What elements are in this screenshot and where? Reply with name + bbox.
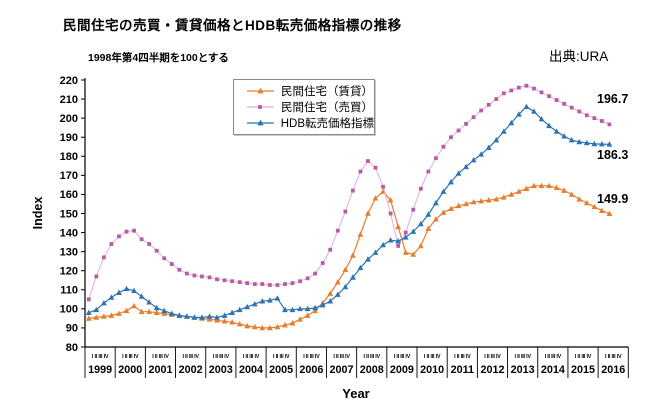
- svg-text:2011: 2011: [451, 364, 474, 376]
- svg-text:I II III IV: I II III IV: [575, 354, 592, 360]
- svg-text:160: 160: [60, 189, 78, 201]
- x-axis-ticks: I II III IV 1999 I II III IV 2000 I II III I…: [84, 347, 629, 378]
- legend-label-hdb: HDB転売価格指標: [280, 118, 374, 130]
- svg-text:80: 80: [66, 342, 78, 354]
- svg-text:2007: 2007: [330, 364, 354, 376]
- svg-text:200: 200: [60, 113, 78, 125]
- svg-text:2013: 2013: [511, 364, 535, 376]
- svg-text:220: 220: [60, 75, 78, 87]
- series-2: [85, 103, 613, 320]
- svg-text:I II III IV: I II III IV: [152, 354, 169, 360]
- hdb-series-marker-icon: [247, 119, 274, 126]
- legend-label-sale: 民間住宅（売買）: [281, 102, 373, 114]
- svg-text:2003: 2003: [209, 364, 233, 376]
- chart-subtitle: 1998年第4四半期を100とする: [88, 52, 229, 64]
- hdb-end-value-label: 186.3: [597, 148, 629, 162]
- svg-text:2000: 2000: [118, 364, 142, 376]
- svg-text:I II III IV: I II III IV: [333, 354, 350, 360]
- x-axis-title: Year: [342, 386, 370, 401]
- svg-text:90: 90: [66, 323, 78, 335]
- svg-text:170: 170: [60, 170, 78, 182]
- svg-text:2010: 2010: [420, 364, 444, 376]
- svg-text:2008: 2008: [360, 364, 384, 376]
- svg-text:150: 150: [60, 208, 78, 220]
- svg-text:130: 130: [60, 246, 78, 258]
- legend-item-sale: 民間住宅（売買）: [247, 100, 374, 115]
- svg-text:I II III IV: I II III IV: [213, 354, 230, 360]
- svg-text:2014: 2014: [541, 364, 565, 376]
- svg-text:I II III IV: I II III IV: [122, 354, 139, 360]
- legend-box: 民間住宅（賃貸） 民間住宅（売買） HDB転売価格指標: [233, 79, 375, 135]
- svg-text:I II III IV: I II III IV: [545, 354, 562, 360]
- svg-text:140: 140: [60, 227, 78, 239]
- sale-end-value-label: 196.7: [597, 92, 629, 106]
- svg-text:1999: 1999: [88, 364, 112, 376]
- svg-text:I II III IV: I II III IV: [182, 354, 199, 360]
- legend-item-rental: 民間住宅（賃貸）: [247, 84, 374, 99]
- svg-text:2001: 2001: [148, 364, 172, 376]
- svg-text:I II III IV: I II III IV: [243, 354, 260, 360]
- svg-text:I II III IV: I II III IV: [394, 354, 411, 360]
- svg-text:2015: 2015: [571, 364, 595, 376]
- svg-text:I II III IV: I II III IV: [303, 354, 320, 360]
- legend-label-rental: 民間住宅（賃貸）: [281, 86, 373, 98]
- svg-text:2006: 2006: [299, 364, 323, 376]
- svg-text:2004: 2004: [239, 364, 263, 376]
- rental-series-marker-icon: [247, 87, 274, 94]
- svg-text:2009: 2009: [390, 364, 414, 376]
- sale-series-marker-icon: [247, 105, 274, 109]
- svg-text:2005: 2005: [269, 364, 293, 376]
- svg-text:I II III IV: I II III IV: [92, 354, 109, 360]
- svg-text:2016: 2016: [601, 364, 625, 376]
- svg-text:2002: 2002: [179, 364, 203, 376]
- svg-text:190: 190: [60, 132, 78, 144]
- svg-text:I II III IV: I II III IV: [454, 354, 471, 360]
- svg-text:110: 110: [60, 285, 78, 297]
- svg-text:120: 120: [60, 266, 78, 278]
- svg-text:210: 210: [60, 94, 78, 106]
- svg-text:2012: 2012: [480, 364, 504, 376]
- chart-title: 民間住宅の売買・賃貸価格とHDB転売価格指標の推移: [63, 18, 402, 33]
- svg-text:I II III IV: I II III IV: [514, 354, 531, 360]
- source-note: 出典:URA: [549, 49, 609, 64]
- svg-text:I II III IV: I II III IV: [364, 354, 381, 360]
- series-1: [86, 83, 612, 302]
- svg-text:I II III IV: I II III IV: [273, 354, 290, 360]
- svg-text:180: 180: [60, 151, 78, 163]
- svg-text:I II III IV: I II III IV: [484, 354, 501, 360]
- rental-end-value-label: 149.9: [597, 192, 629, 206]
- legend-item-hdb: HDB転売価格指標: [247, 116, 374, 131]
- svg-text:100: 100: [60, 304, 78, 316]
- svg-text:I II III IV: I II III IV: [424, 354, 441, 360]
- y-axis-ticks: 80 90 100 110 120 130 140 150 160 170 180 190 200 210…: [60, 75, 85, 354]
- svg-text:I II III IV: I II III IV: [605, 354, 622, 360]
